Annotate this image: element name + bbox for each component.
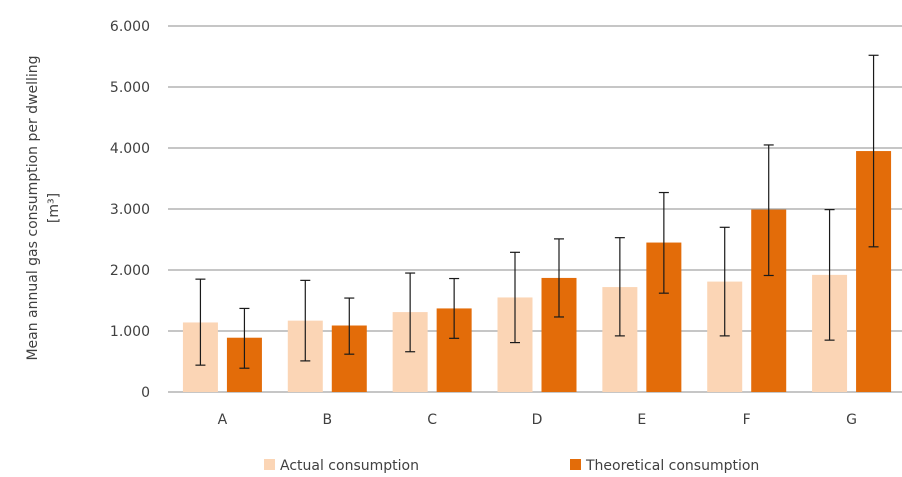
x-tick-label: C — [427, 412, 437, 428]
y-tick-label: 0 — [141, 385, 150, 401]
error-bar — [763, 144, 774, 277]
error-bar — [719, 226, 730, 337]
y-axis-label: Mean annual gas consumption per dwelling… — [25, 55, 62, 360]
bars — [182, 151, 892, 392]
error-bar — [554, 238, 564, 318]
legend-label-theoretical: Theoretical consumption — [585, 458, 759, 474]
x-tick-label: E — [637, 412, 646, 428]
legend-swatch-theoretical — [570, 459, 581, 470]
error-bar — [868, 54, 879, 248]
error-bar — [614, 237, 625, 337]
x-axis-ticks: A B C D E F G — [218, 412, 857, 428]
y-tick-label: 6.000 — [110, 19, 150, 35]
error-bar — [510, 251, 520, 344]
x-tick-label: G — [846, 412, 857, 428]
error-bar — [449, 277, 460, 339]
error-bar — [344, 297, 355, 355]
error-bar — [195, 278, 206, 366]
legend-swatch-actual — [264, 459, 275, 470]
error-bar — [824, 209, 835, 341]
x-tick-label: F — [743, 412, 751, 428]
x-tick-label: D — [532, 412, 543, 428]
x-tick-label: B — [322, 412, 332, 428]
y-tick-label: 1.000 — [110, 324, 150, 340]
error-bar — [300, 279, 311, 362]
y-tick-label: 3.000 — [110, 202, 150, 218]
error-bar — [239, 307, 250, 369]
x-tick-label: A — [218, 412, 228, 428]
legend: Actual consumption Theoretical consumpti… — [264, 458, 759, 474]
y-tick-label: 2.000 — [110, 263, 150, 279]
y-axis-ticks: 0 1.000 2.000 3.000 4.000 5.000 6.000 — [110, 19, 150, 401]
y-tick-label: 4.000 — [110, 141, 150, 157]
y-axis-label-line1: Mean annual gas consumption per dwelling — [25, 55, 41, 360]
y-tick-label: 5.000 — [110, 80, 150, 96]
y-axis-label-line2: [m³] — [46, 193, 62, 223]
error-bar — [405, 272, 416, 353]
error-bars — [195, 54, 879, 369]
error-bar — [658, 191, 669, 294]
gridlines — [168, 25, 902, 393]
legend-label-actual: Actual consumption — [280, 458, 419, 474]
